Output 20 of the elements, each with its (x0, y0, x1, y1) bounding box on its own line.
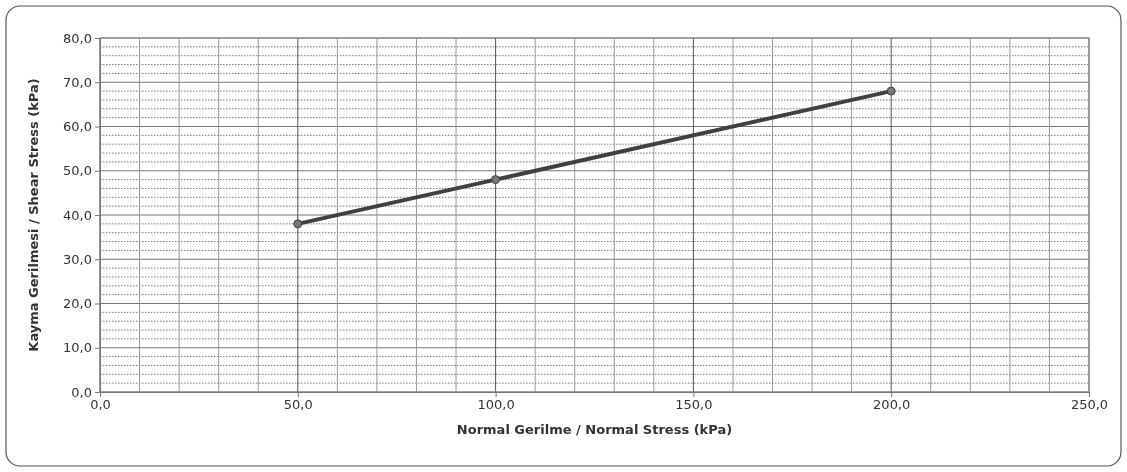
x-axis-title: Normal Gerilme / Normal Stress (kPa) (456, 422, 733, 437)
y-tick-label: 10,0 (63, 340, 92, 356)
y-tick-label: 70,0 (63, 74, 92, 90)
x-tick-label: 50,0 (283, 397, 313, 413)
y-tick-label: 40,0 (63, 207, 92, 223)
point (886, 86, 896, 96)
x-tick-label: 150,0 (675, 397, 713, 413)
x-tick-label: 200,0 (873, 397, 911, 413)
y-tick-label: 0,0 (71, 384, 92, 400)
point (293, 219, 303, 229)
x-tick-label: 0,0 (90, 397, 111, 413)
point (491, 175, 501, 185)
y-axis-title: Kayma Gerilmesi / Shear Stress (kPa) (26, 78, 41, 352)
y-tick-label: 80,0 (63, 30, 92, 46)
y-tick-label: 50,0 (63, 163, 92, 179)
y-tick-label: 60,0 (63, 119, 92, 135)
y-tick-label: 20,0 (63, 296, 92, 312)
x-tick-label: 250,0 (1070, 397, 1109, 413)
y-tick-label: 30,0 (63, 251, 92, 267)
x-tick-label: 100,0 (477, 397, 515, 413)
